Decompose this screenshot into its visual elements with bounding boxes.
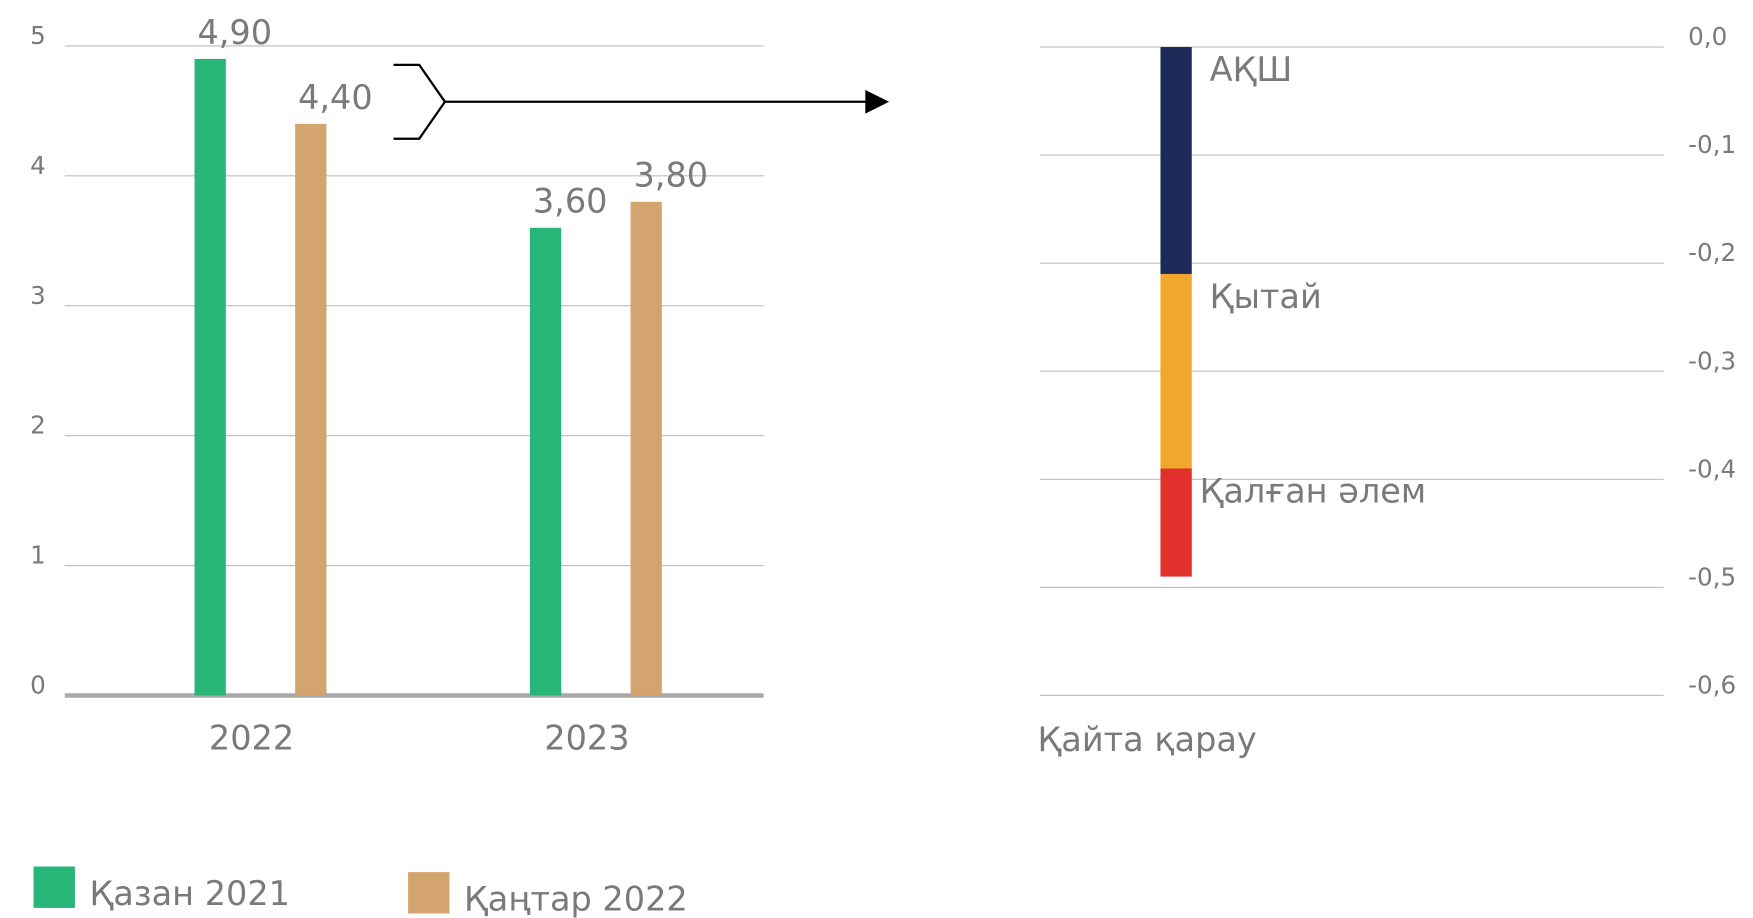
segment-label: АҚШ — [1210, 50, 1293, 89]
y-tick-label: 3 — [30, 281, 46, 310]
y-tick-label: -0,1 — [1688, 130, 1736, 159]
y-tick-label: 4 — [30, 151, 46, 180]
segment-label: Қытай — [1210, 277, 1322, 316]
y-tick-label: -0,2 — [1688, 238, 1736, 267]
y-tick-label: 0 — [30, 671, 46, 700]
bar — [529, 227, 562, 696]
y-tick-label: 1 — [30, 541, 46, 570]
bar — [630, 201, 662, 696]
bracket-arrow — [393, 63, 890, 140]
y-tick-label: 5 — [30, 21, 46, 50]
y-tick-label: 0,0 — [1688, 22, 1727, 51]
y-tick-label: -0,4 — [1688, 454, 1736, 483]
x-tick-label: 2023 — [544, 719, 629, 758]
bar-segment — [1160, 47, 1192, 274]
y-tick-label: -0,6 — [1688, 671, 1736, 700]
value-label: 4,40 — [298, 78, 373, 117]
value-label: 3,80 — [633, 156, 708, 195]
legend-label: Қаңтар 2022 — [464, 880, 688, 918]
y-tick-label: -0,3 — [1688, 346, 1736, 375]
x-tick-label: Қайта қарау — [1037, 720, 1256, 759]
legend-swatch — [33, 866, 75, 908]
y-tick-label: 2 — [30, 411, 46, 440]
bar — [295, 123, 327, 696]
bar-segment — [1160, 273, 1192, 469]
value-label: 4,90 — [197, 13, 272, 52]
value-label: 3,60 — [533, 182, 608, 221]
legend-label: Қазан 2021 — [89, 874, 290, 913]
bar — [194, 58, 226, 696]
legend-swatch — [408, 872, 450, 914]
segment-label: Қалған әлем — [1200, 472, 1427, 511]
bar-segment — [1160, 468, 1192, 577]
y-tick-label: -0,5 — [1688, 562, 1736, 591]
x-tick-label: 2022 — [209, 719, 294, 758]
